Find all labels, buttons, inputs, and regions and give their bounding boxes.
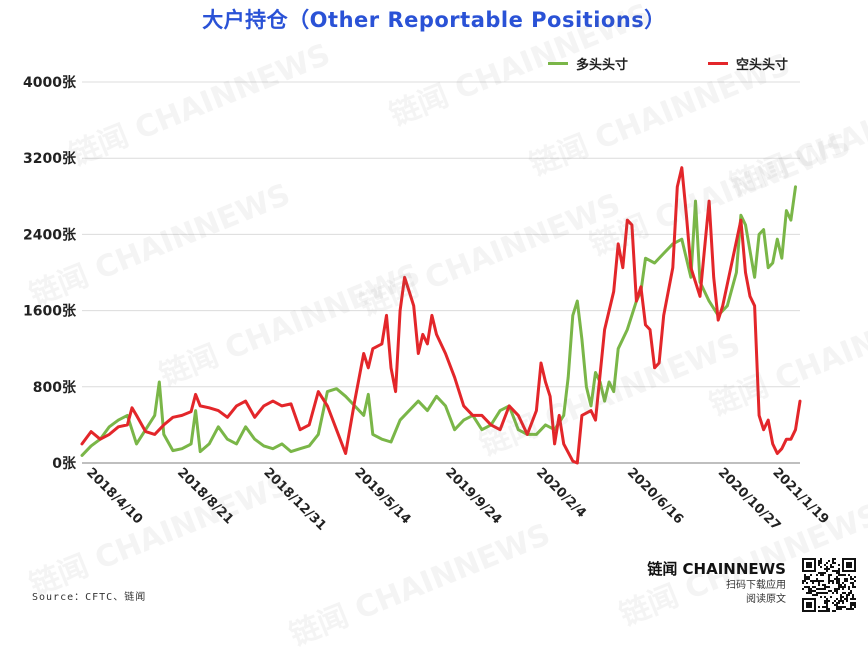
- series-line-short: [80, 166, 802, 465]
- brand-read-text: 阅读原文: [746, 594, 786, 605]
- series-lines: [80, 166, 802, 465]
- legend-swatch-long: [548, 62, 568, 65]
- legend-label-long: 多头头寸: [576, 58, 629, 73]
- x-tick-label: 2018/4/10: [83, 465, 145, 527]
- y-tick-label: 3200张: [23, 151, 77, 167]
- y-tick-label: 800张: [33, 380, 77, 396]
- y-tick-label: 0张: [52, 456, 77, 472]
- x-tick-label: 2018/12/31: [260, 465, 328, 533]
- source-note: Source：CFTC、链闻: [32, 592, 147, 603]
- grid-lines: [82, 81, 800, 464]
- y-tick-label: 1600张: [23, 304, 77, 320]
- y-tick-label: 2400张: [23, 227, 77, 243]
- legend-swatch-short: [708, 62, 728, 65]
- y-axis-ticks: 0张 800张 1600张 2400张 3200张 4000张: [23, 75, 77, 472]
- x-axis-ticks: 2018/4/10 2018/8/21 2018/12/31 2019/5/14 201…: [83, 465, 831, 533]
- x-tick-label: 2020/2/4: [533, 465, 589, 521]
- x-tick-label: 2018/8/21: [174, 465, 236, 527]
- qr-code-icon[interactable]: [800, 556, 858, 614]
- brand-block: 链闻 CHAINNEWS 扫码下载应用 阅读原文: [640, 558, 786, 607]
- legend-item-short: 空头头寸: [708, 54, 788, 73]
- y-tick-label: 4000张: [23, 75, 77, 91]
- brand-logo: 链闻 CHAINNEWS: [647, 560, 786, 578]
- legend-item-long: 多头头寸: [548, 54, 628, 73]
- brand-download-text: 扫码下载应用: [726, 580, 786, 591]
- legend-label-short: 空头头寸: [736, 58, 789, 73]
- x-tick-label: 2019/9/24: [442, 465, 504, 527]
- chart-title: 大户持仓（Other Reportable Positions）: [202, 8, 666, 32]
- x-tick-label: 2019/5/14: [351, 465, 413, 527]
- x-tick-label: 2020/6/16: [624, 465, 686, 527]
